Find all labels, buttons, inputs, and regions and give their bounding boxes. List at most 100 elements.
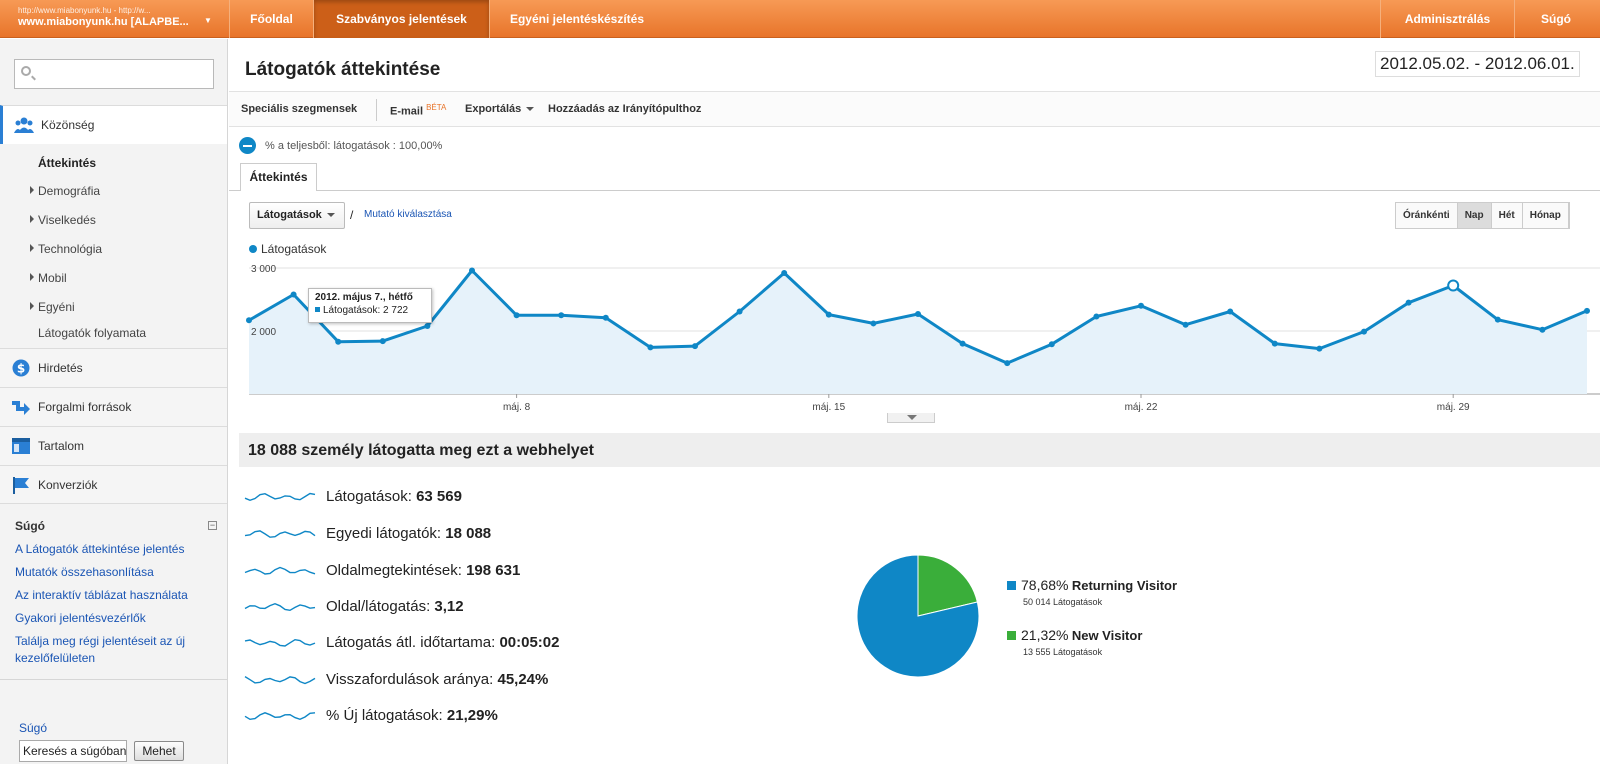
visits-line-chart[interactable]: 3 000 2 000 máj. 8 máj. 15 máj. 22 máj. 29 [229,252,1600,412]
data-point[interactable] [1048,341,1055,348]
account-selector[interactable]: http://www.miabonyunk.hu - http://w... w… [0,0,228,38]
nav-help[interactable]: Súgó [1514,0,1600,38]
legend-swatch-icon [1007,581,1016,590]
data-point[interactable] [290,291,297,298]
sparkline-icon[interactable] [244,670,316,690]
segment-pie-icon[interactable] [239,137,256,154]
chart-collapse-handle[interactable] [887,413,935,423]
y-tick-label: 2 000 [251,327,276,338]
series-area [249,270,1587,394]
divider [229,190,1600,191]
data-point[interactable] [1004,360,1011,367]
granularity-hourly-button[interactable]: Óránkénti [1396,203,1458,228]
sidebar-item-mobile[interactable]: Mobil [30,271,67,285]
data-point[interactable] [781,270,788,277]
data-point[interactable] [870,320,877,327]
data-point[interactable] [513,312,520,319]
help-search-input[interactable]: Keresés a súgóban [19,740,127,762]
data-point[interactable] [1539,326,1546,333]
nav-home[interactable]: Főoldal [229,0,313,38]
metric-value: 18 088 [445,525,492,542]
tab-overview[interactable]: Áttekintés [240,163,317,191]
select-metric-link[interactable]: Mutató kiválasztása [364,209,452,220]
x-tick-label: máj. 22 [1125,402,1158,412]
export-button[interactable]: Exportálás [465,103,535,115]
sidebar-item-technology[interactable]: Technológia [30,242,102,256]
email-button[interactable]: E-mail BÉTA [390,103,446,118]
beta-badge: BÉTA [426,103,447,112]
data-point[interactable] [335,338,342,345]
data-point[interactable] [1361,328,1367,335]
sparkline-icon[interactable] [244,706,316,726]
metric-dropdown-label: Látogatások [257,209,322,221]
x-tick-label: máj. 15 [812,402,845,412]
data-point[interactable] [1447,279,1460,292]
sidebar-section-conversions[interactable]: Konverziók [0,465,227,504]
help-link[interactable]: Találja meg régi jelentéseit az új kezel… [15,634,186,665]
add-to-dashboard-button[interactable]: Hozzáadás az Irányítópulthoz [548,103,702,115]
sidebar-item-demographics[interactable]: Demográfia [30,184,100,198]
granularity-toggle: Óránkénti Nap Hét Hónap [1395,202,1570,229]
data-point[interactable] [736,308,743,315]
help-link[interactable]: A Látogatók áttekintése jelentés [15,542,185,556]
nav-standard-reports[interactable]: Szabványos jelentések [313,0,489,38]
data-point[interactable] [1316,345,1323,352]
sidebar-search-input[interactable] [14,59,214,89]
data-point[interactable] [692,343,698,350]
data-point[interactable] [959,340,966,347]
sparkline-icon[interactable] [244,524,316,544]
sparkline-icon[interactable] [244,561,316,581]
sidebar-item-custom[interactable]: Egyéni [30,300,75,314]
help-link[interactable]: Mutatók összehasonlítása [15,565,154,579]
data-point[interactable] [915,310,921,317]
account-profile: www.miabonyunk.hu [ALAPBE... [18,16,189,28]
sidebar-section-audience[interactable]: Közönség [0,105,227,144]
sparkline-icon[interactable] [244,487,316,507]
data-point[interactable] [469,267,475,274]
data-point[interactable] [1093,313,1100,320]
data-point[interactable] [1182,321,1189,328]
data-point[interactable] [1584,307,1590,314]
data-point[interactable] [424,322,431,329]
data-point[interactable] [1271,340,1278,347]
data-point[interactable] [1405,299,1412,306]
legend-dot-icon [249,245,257,253]
metric-dropdown[interactable]: Látogatások [249,202,345,229]
sidebar-section-traffic-sources[interactable]: Forgalmi források [0,387,227,426]
help-link[interactable]: Gyakori jelentésvezérlők [15,611,146,625]
data-point[interactable] [379,338,386,345]
sidebar-item-visitors-flow[interactable]: Látogatók folyamata [38,326,147,340]
sidebar-section-advertising[interactable]: $ Hirdetés [0,348,227,387]
pie-legend-item: 21,32% New Visitor 13 555 Látogatások [1007,627,1142,657]
visitor-type-pie-chart[interactable] [855,553,981,679]
divider [376,99,377,121]
data-point[interactable] [1138,302,1144,309]
expand-arrow-icon [30,215,34,223]
help-go-button[interactable]: Mehet [134,741,184,761]
date-range-picker[interactable]: 2012.05.02. - 2012.06.01. [1375,51,1580,77]
data-point[interactable] [647,344,654,351]
sidebar-section-content[interactable]: Tartalom [0,426,227,465]
sidebar-item-overview[interactable]: Áttekintés [38,156,97,170]
data-point[interactable] [246,317,252,324]
data-point[interactable] [1494,316,1501,323]
data-point[interactable] [558,312,565,319]
sparkline-icon[interactable] [244,633,316,653]
pie-slice-returning-visitor[interactable] [856,554,980,678]
nav-admin[interactable]: Adminisztrálás [1380,0,1514,38]
advanced-segments-button[interactable]: Speciális szegmensek [241,103,358,115]
sidebar-item-behavior[interactable]: Viselkedés [30,213,96,227]
help-link[interactable]: Az interaktív táblázat használata [15,588,188,602]
data-point[interactable] [1227,308,1234,315]
y-tick-label: 3 000 [251,264,276,275]
help-search-title[interactable]: Súgó [19,721,48,735]
granularity-day-button[interactable]: Nap [1457,203,1492,228]
sparkline-icon[interactable] [244,597,316,617]
data-point[interactable] [602,314,609,321]
granularity-month-button[interactable]: Hónap [1523,203,1569,228]
pie-slice-new-visitor[interactable] [917,554,978,617]
nav-custom-reporting[interactable]: Egyéni jelentéskészítés [489,0,664,38]
data-point[interactable] [825,311,832,318]
collapse-icon[interactable]: − [208,520,217,530]
granularity-week-button[interactable]: Hét [1492,203,1523,228]
